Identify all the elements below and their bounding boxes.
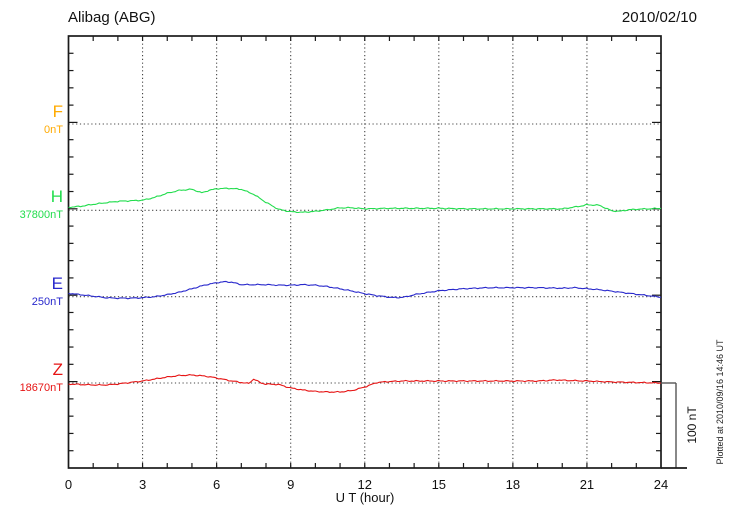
trace-H <box>68 187 662 214</box>
x-axis-title: U T (hour) <box>335 490 395 505</box>
plotted-at-note: Plotted at 2010/09/16 14:46 UT <box>715 339 725 465</box>
x-tick-label-24: 24 <box>654 477 668 492</box>
x-tick-label-3: 3 <box>139 477 146 492</box>
scale-bar-label: 100 nT <box>685 406 699 444</box>
x-tick-label-9: 9 <box>287 477 294 492</box>
component-label-E: E 250nT <box>0 275 63 308</box>
component-label-Z: Z 18670nT <box>0 361 63 394</box>
component-letter-Z: Z <box>52 360 63 379</box>
x-tick-label-21: 21 <box>580 477 594 492</box>
plot-date: 2010/02/10 <box>621 9 697 26</box>
trace-Z <box>68 374 662 393</box>
x-tick-label-18: 18 <box>506 477 520 492</box>
component-baseline-F: 0nT <box>44 124 63 136</box>
component-letter-H: H <box>50 187 63 206</box>
trace-E <box>68 280 662 300</box>
component-label-H: H 37800nT <box>0 188 63 221</box>
station-title: Alibag (ABG) <box>68 9 156 26</box>
component-letter-E: E <box>51 274 63 293</box>
x-tick-label-15: 15 <box>432 477 446 492</box>
x-tick-label-6: 6 <box>213 477 220 492</box>
component-letter-F: F <box>52 102 63 121</box>
x-tick-label-12: 12 <box>358 477 372 492</box>
component-baseline-Z: 18670nT <box>19 382 63 394</box>
component-label-F: F 0nT <box>0 103 63 136</box>
component-baseline-H: 37800nT <box>19 209 63 221</box>
component-baseline-E: 250nT <box>31 296 63 308</box>
x-tick-label-0: 0 <box>65 477 72 492</box>
